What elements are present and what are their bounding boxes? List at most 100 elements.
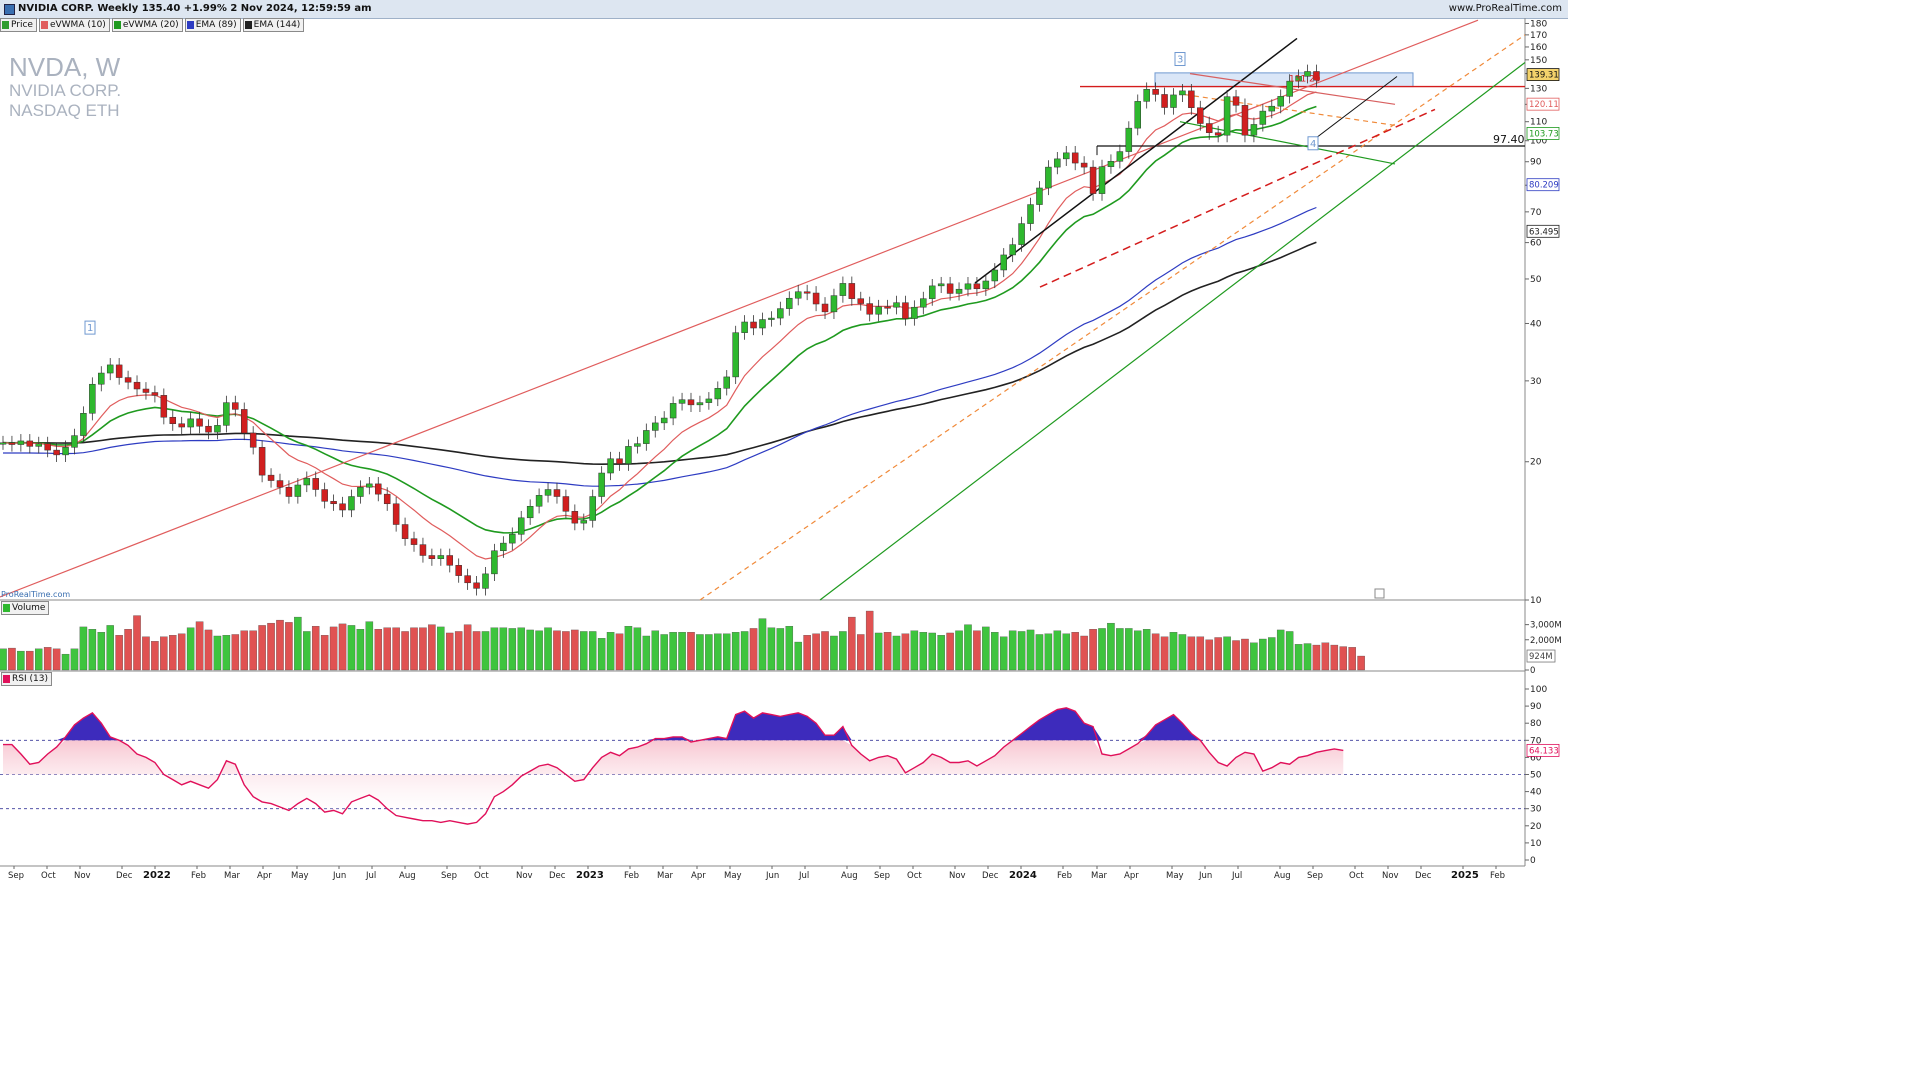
volume-bar [43,647,52,671]
volume-bar [651,630,660,671]
volume-bar [848,616,856,671]
volume-bar [1232,640,1240,671]
price-candle [196,418,203,427]
price-candle [1125,127,1133,152]
x-tick-label: Dec [116,871,133,881]
volume-label-text: Volume [12,603,46,613]
volume-tick-label: 3,000M [1530,621,1562,631]
volume-bar [1035,634,1044,671]
price-candle [500,542,507,552]
volume-bar [1133,630,1142,671]
resistance-label: 131.20 [1289,75,1321,85]
source-label[interactable]: www.ProRealTime.com [1448,3,1562,14]
volume-bar [991,632,999,671]
support-label: 97.40 [1493,133,1525,146]
y-tick-label: 70 [1530,208,1542,218]
price-candle [893,302,900,308]
price-candle [848,283,856,299]
volume-bar [320,635,329,671]
price-candle [1304,71,1311,77]
x-tick-label: Jul [798,871,809,881]
rsi-swatch-icon [3,675,10,683]
price-tag-box [1526,178,1560,192]
title-bar: NVIDIA CORP. Weekly 135.40 +1.99% 2 Nov … [0,0,1568,19]
price-candle [249,432,257,448]
volume-panel-label[interactable]: Volume [1,601,50,615]
price-tag-label: 103.73 [1529,129,1559,139]
price-candle [267,474,275,481]
price-candle [1018,223,1025,245]
price-candle [1223,96,1231,136]
price-candle [562,496,570,512]
price-candle [696,402,704,406]
wave-4-label-box [1307,136,1319,151]
price-candle [517,517,525,535]
price-candle [643,430,650,444]
price-tag-label: 80.209 [1529,181,1559,191]
volume-bar [499,627,508,671]
price-candle [1161,94,1168,108]
symbol-exchange: NASDAQ ETH [9,101,120,120]
price-candle [732,332,739,378]
x-tick-label: Feb [1057,871,1072,881]
price-candle [1259,110,1267,125]
legend-item-price[interactable]: Price [0,18,37,32]
app-icon [4,4,15,15]
price-candle [44,443,51,451]
volume-bar [1357,655,1365,671]
price-candle [759,319,766,329]
chart-canvas[interactable]: 1020304050607080901001101201301401501601… [0,0,1568,882]
rsi-panel-label[interactable]: RSI (13) [1,672,52,686]
price-candle [786,297,793,309]
x-tick-label: Feb [191,871,206,881]
price-candle [455,565,462,576]
price-candle [678,399,686,404]
volume-last-label: 924M [1529,652,1553,662]
volume-bar [285,622,293,671]
volume-bar [454,631,463,671]
volume-bar [97,632,106,671]
price-candle [964,283,972,290]
legend-item-ema89[interactable]: EMA (89) [184,18,241,32]
volume-bar [1259,638,1267,671]
price-candle [803,291,811,294]
volume-bar [588,631,597,671]
volume-bar [213,635,222,671]
volume-bar [1294,644,1303,671]
x-tick-label: May [724,871,742,881]
volume-bar [633,627,642,671]
rsi-tick-label: 50 [1530,771,1542,781]
volume-bar [722,633,731,671]
volume-bar [472,631,481,671]
volume-bar [204,629,213,671]
volume-bar [964,624,972,671]
x-tick-label: Sep [1307,871,1323,881]
volume-bar [463,624,472,671]
volume-bar [1312,644,1321,671]
volume-bar [839,631,847,671]
volume-bar [1160,636,1169,671]
volume-bar [865,610,874,671]
evwma20-swatch-icon [113,21,121,29]
price-candle [705,398,713,403]
volume-bar [115,635,123,671]
x-tick-label: Nov [949,871,966,881]
x-tick-label: Sep [874,871,890,881]
x-tick-label: Jul [365,871,376,881]
rsi-tick-label: 70 [1530,736,1542,746]
volume-bar [660,634,668,671]
legend-item-evwma20[interactable]: eVWMA (20) [111,18,183,32]
volume-bar [258,625,266,671]
volume-bar [517,627,525,671]
volume-bar [347,625,356,671]
legend-item-ema144[interactable]: EMA (144) [242,18,305,32]
volume-bar [615,633,624,671]
price-candle [1295,76,1302,82]
price-candle [634,443,641,447]
rsi-tick-label: 40 [1530,788,1542,798]
rsi-tick-label: 10 [1530,839,1542,849]
volume-bar [1098,628,1106,671]
price-candle [1313,71,1320,81]
volume-bar [803,635,811,671]
legend-item-evwma10[interactable]: eVWMA (10) [38,18,110,32]
